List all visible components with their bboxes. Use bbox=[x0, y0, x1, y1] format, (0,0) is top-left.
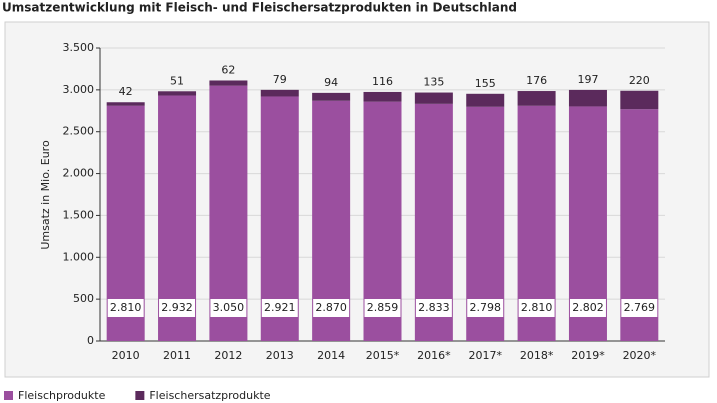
data-label: 2.802 bbox=[572, 301, 604, 314]
chart-title: Umsatzentwicklung mit Fleisch- und Fleis… bbox=[2, 1, 517, 15]
y-tick-label: 3.500 bbox=[63, 41, 95, 54]
data-label: 42 bbox=[119, 85, 133, 98]
x-tick-label: 2010 bbox=[112, 349, 140, 362]
data-label-box bbox=[364, 299, 401, 317]
x-tick-label: 2013 bbox=[266, 349, 294, 362]
x-tick-label: 2019* bbox=[571, 349, 605, 362]
y-tick-label: 2.500 bbox=[63, 125, 95, 138]
data-label: 79 bbox=[273, 73, 287, 86]
bar-segment bbox=[106, 102, 145, 106]
data-label: 135 bbox=[423, 76, 444, 89]
bar-segment bbox=[517, 91, 556, 106]
bar-segment bbox=[620, 90, 659, 110]
x-tick-label: 2016* bbox=[417, 349, 451, 362]
data-label-box bbox=[621, 299, 658, 317]
data-label: 197 bbox=[577, 73, 598, 86]
bar-segment bbox=[466, 93, 505, 107]
data-label-box bbox=[107, 299, 144, 317]
data-label-box bbox=[467, 299, 504, 317]
data-label-box bbox=[415, 299, 452, 317]
x-tick-label: 2020* bbox=[623, 349, 657, 362]
x-tick-label: 2015* bbox=[366, 349, 400, 362]
data-label: 176 bbox=[526, 74, 547, 87]
y-tick-label: 500 bbox=[73, 292, 94, 305]
x-tick-label: 2017* bbox=[468, 349, 502, 362]
y-axis-label: Umsatz in Mio. Euro bbox=[39, 140, 52, 250]
data-label: 2.859 bbox=[367, 301, 399, 314]
data-label-box bbox=[210, 299, 247, 317]
y-tick-label: 1.000 bbox=[63, 250, 95, 263]
bar-segment bbox=[568, 89, 607, 107]
bar-segment bbox=[209, 85, 248, 342]
x-tick-label: 2014 bbox=[317, 349, 345, 362]
data-label: 116 bbox=[372, 75, 393, 88]
y-tick-label: 2.000 bbox=[63, 167, 95, 180]
legend-swatch bbox=[4, 391, 13, 400]
data-label: 2.833 bbox=[418, 301, 450, 314]
data-label: 51 bbox=[170, 74, 184, 87]
bar-segment bbox=[363, 91, 402, 102]
bar-segment bbox=[209, 80, 248, 86]
data-label-box bbox=[569, 299, 606, 317]
data-label-box bbox=[261, 299, 298, 317]
data-label: 62 bbox=[221, 63, 235, 76]
x-tick-label: 2011 bbox=[163, 349, 191, 362]
data-label-box bbox=[518, 299, 555, 317]
y-tick-label: 0 bbox=[87, 334, 94, 347]
x-tick-label: 2012 bbox=[214, 349, 242, 362]
bar-segment bbox=[260, 89, 299, 97]
legend-label: Fleischprodukte bbox=[18, 389, 106, 402]
data-label: 2.810 bbox=[521, 301, 553, 314]
data-label-box bbox=[159, 299, 196, 317]
y-tick-label: 1.500 bbox=[63, 208, 95, 221]
legend-swatch bbox=[135, 391, 145, 400]
data-label: 94 bbox=[324, 76, 338, 89]
data-label: 2.769 bbox=[624, 301, 656, 314]
data-label: 2.870 bbox=[315, 301, 347, 314]
data-label: 3.050 bbox=[213, 301, 245, 314]
x-tick-label: 2018* bbox=[520, 349, 554, 362]
data-label: 2.798 bbox=[469, 301, 501, 314]
data-label: 2.921 bbox=[264, 301, 296, 314]
bar-segment bbox=[414, 92, 453, 104]
data-label: 2.810 bbox=[110, 301, 142, 314]
bar-segment bbox=[158, 91, 197, 96]
data-label-box bbox=[313, 299, 350, 317]
data-label: 155 bbox=[475, 77, 496, 90]
legend-label: Fleischersatzprodukte bbox=[149, 389, 270, 402]
data-label: 220 bbox=[629, 74, 650, 87]
y-tick-label: 3.000 bbox=[63, 83, 95, 96]
bar-segment bbox=[312, 92, 351, 101]
data-label: 2.932 bbox=[161, 301, 193, 314]
